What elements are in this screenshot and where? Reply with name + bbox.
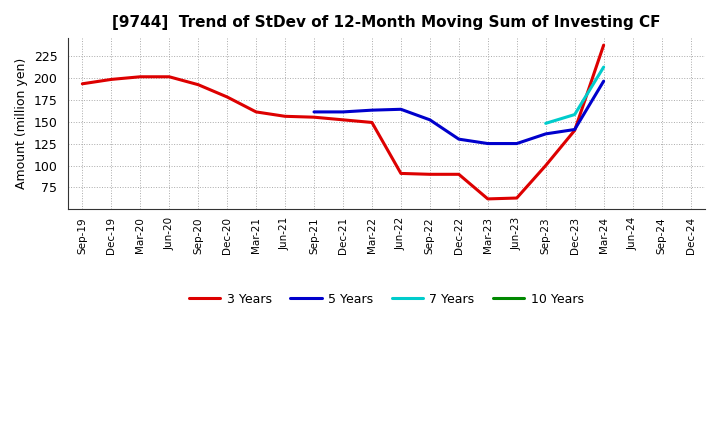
Line: 7 Years: 7 Years bbox=[546, 67, 603, 123]
3 Years bbox=[397, 171, 405, 176]
Line: 3 Years: 3 Years bbox=[82, 45, 603, 199]
3 Years bbox=[368, 120, 377, 125]
5 Years bbox=[599, 78, 608, 84]
Title: [9744]  Trend of StDev of 12-Month Moving Sum of Investing CF: [9744] Trend of StDev of 12-Month Moving… bbox=[112, 15, 661, 30]
3 Years bbox=[222, 94, 231, 99]
3 Years bbox=[426, 172, 434, 177]
3 Years bbox=[78, 81, 86, 86]
3 Years bbox=[136, 74, 145, 79]
Line: 5 Years: 5 Years bbox=[314, 81, 603, 143]
3 Years bbox=[599, 43, 608, 48]
3 Years bbox=[454, 172, 463, 177]
3 Years bbox=[194, 82, 202, 87]
3 Years bbox=[281, 114, 289, 119]
5 Years bbox=[570, 127, 579, 132]
3 Years bbox=[338, 117, 347, 122]
5 Years bbox=[310, 109, 318, 114]
3 Years bbox=[107, 77, 116, 82]
5 Years bbox=[338, 109, 347, 114]
5 Years bbox=[513, 141, 521, 146]
Y-axis label: Amount (million yen): Amount (million yen) bbox=[15, 58, 28, 189]
3 Years bbox=[541, 163, 550, 168]
3 Years bbox=[310, 114, 318, 120]
7 Years bbox=[541, 121, 550, 126]
5 Years bbox=[541, 131, 550, 136]
5 Years bbox=[426, 117, 434, 122]
5 Years bbox=[454, 136, 463, 142]
3 Years bbox=[513, 195, 521, 201]
5 Years bbox=[397, 106, 405, 112]
3 Years bbox=[252, 109, 261, 114]
5 Years bbox=[368, 107, 377, 113]
5 Years bbox=[483, 141, 492, 146]
Legend: 3 Years, 5 Years, 7 Years, 10 Years: 3 Years, 5 Years, 7 Years, 10 Years bbox=[184, 288, 589, 311]
3 Years bbox=[165, 74, 174, 79]
7 Years bbox=[570, 112, 579, 117]
7 Years bbox=[599, 65, 608, 70]
3 Years bbox=[570, 128, 579, 133]
3 Years bbox=[483, 196, 492, 202]
